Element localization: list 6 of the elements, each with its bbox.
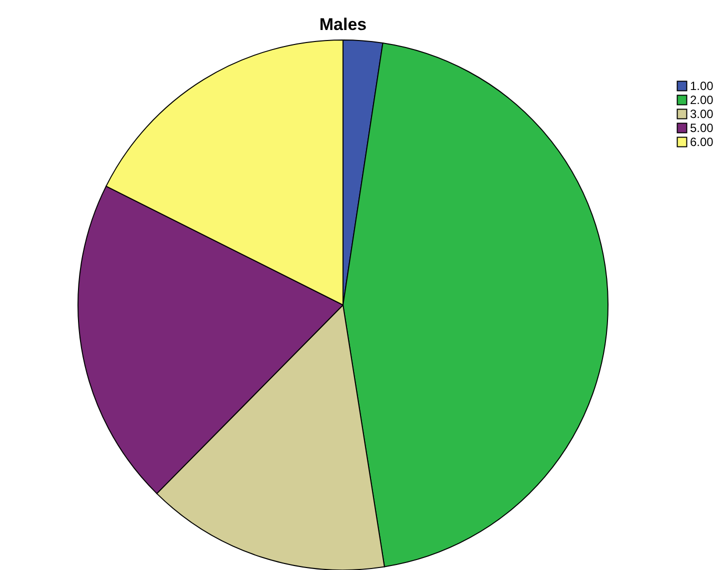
legend-label: 3.00: [690, 107, 714, 121]
legend-label: 1.00: [690, 79, 714, 93]
chart-title: Males: [319, 15, 367, 34]
legend-label: 6.00: [690, 135, 714, 149]
legend-label: 2.00: [690, 93, 714, 107]
legend-label: 5.00: [690, 121, 714, 135]
